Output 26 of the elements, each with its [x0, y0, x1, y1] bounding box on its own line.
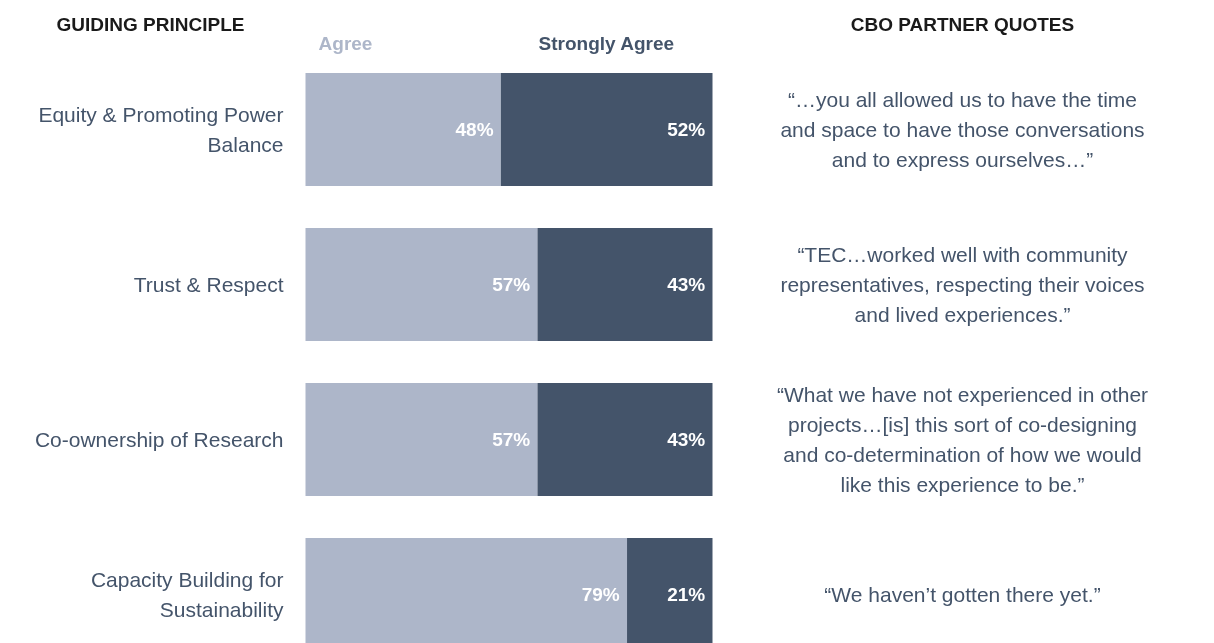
data-label: 79% [581, 584, 620, 605]
data-label: 57% [492, 274, 531, 295]
series-label: Strongly Agree [538, 33, 675, 54]
data-label: 48% [455, 119, 494, 140]
y-tick-label: Capacity Building for Sustainability [90, 568, 284, 621]
bar [305, 382, 538, 497]
series-label: Agree [318, 33, 373, 54]
data-label: 21% [667, 584, 706, 605]
bar [537, 382, 713, 497]
data-label: 52% [667, 119, 706, 140]
bar [500, 72, 713, 187]
y-tick-label: Co-ownership of Research [34, 428, 284, 451]
text: “…you all allowed us to have the time and space to have those conversations and to express ourselves…” [780, 88, 1145, 171]
bar [305, 227, 538, 342]
text: “We haven’t gotten there yet.” [824, 583, 1101, 606]
text: “TEC…worked well with community representatives, respecting their voices and lived experiences.” [780, 243, 1145, 326]
data-label: 57% [492, 429, 531, 450]
y-axis-title: GUIDING PRINCIPLE [56, 14, 245, 35]
y-tick-label: Trust & Respect [133, 273, 284, 296]
text: CBO PARTNER QUOTES [850, 14, 1075, 35]
text: “What we have not experienced in other projects…[is] this sort of co-designing and co-determination of how we would like this experience to be.” [776, 383, 1149, 496]
data-label: 43% [667, 429, 706, 450]
bar [537, 227, 713, 342]
y-tick-label: Equity & Promoting Power Balance [38, 103, 284, 156]
bar [305, 72, 501, 187]
data-label: 43% [667, 274, 706, 295]
